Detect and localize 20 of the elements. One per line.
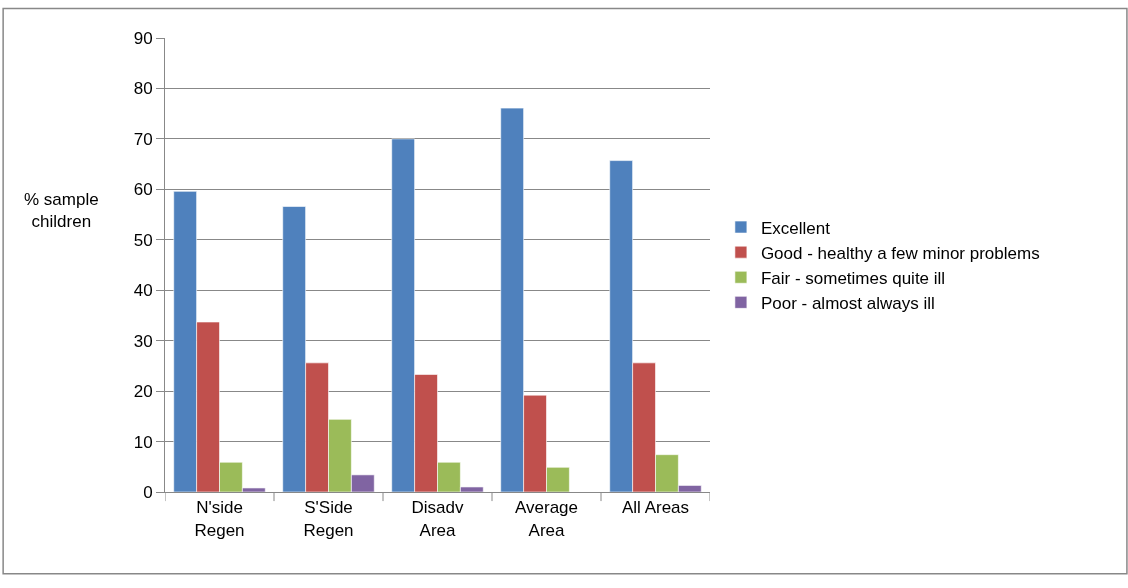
legend-label: Fair - sometimes quite ill	[760, 268, 946, 288]
y-tick-label: 0	[143, 482, 153, 502]
x-tick-label: Disadv Area	[411, 498, 464, 540]
y-tick-label: 60	[133, 180, 153, 200]
x-tick-label: N'side Regen	[194, 498, 245, 540]
y-tick-label: 10	[133, 432, 153, 452]
legend-label: Excellent	[760, 218, 831, 238]
y-axis-title: % sample children	[24, 190, 99, 232]
legend-label: Good - healthy a few minor problems	[760, 243, 1040, 263]
y-tick-label: 90	[133, 28, 153, 48]
x-tick-label: All Areas	[621, 498, 690, 518]
legend-label: Poor - almost always ill	[760, 293, 935, 313]
y-tick-label: 40	[133, 281, 153, 301]
x-tick-label: Average Area	[514, 498, 579, 540]
y-tick-label: 30	[133, 331, 153, 351]
y-tick-label: 20	[133, 382, 153, 402]
y-tick-label: 50	[133, 230, 153, 250]
y-tick-label: 80	[133, 79, 153, 99]
x-tick-label: S'Side Regen	[303, 498, 354, 540]
y-tick-label: 70	[133, 129, 153, 149]
